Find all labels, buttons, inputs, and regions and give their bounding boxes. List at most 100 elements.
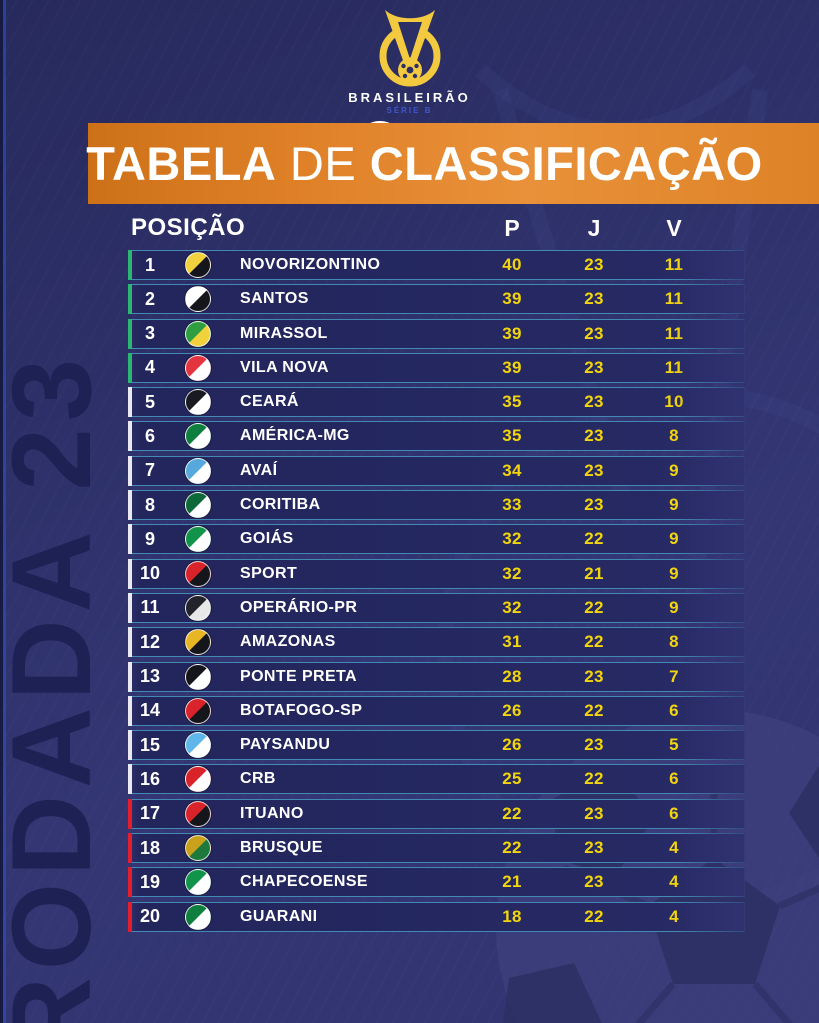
position-number: 9	[144, 528, 155, 549]
table-row: 17 ITUANO 22 23 6	[128, 798, 745, 829]
points-value: 22	[502, 803, 522, 823]
header-wins: V	[666, 214, 682, 241]
team-crest-icon	[185, 869, 211, 896]
team-name: AVAÍ	[240, 461, 278, 479]
team-name: PAYSANDU	[240, 736, 331, 754]
games-value: 23	[584, 255, 604, 274]
wins-value: 6	[669, 700, 679, 720]
team-crest-icon	[185, 629, 211, 656]
team-name: BRUSQUE	[240, 839, 323, 857]
position-number: 3	[144, 323, 155, 344]
points-value: 22	[502, 838, 522, 858]
team-crest-icon	[185, 286, 211, 313]
points-value: 35	[502, 392, 522, 412]
team-crest-icon	[185, 663, 211, 690]
team-name: SANTOS	[240, 290, 309, 308]
position-number: 15	[139, 734, 161, 755]
table-row: 9 GOIÁS 32 22 9	[128, 524, 745, 555]
position-number: 19	[139, 871, 161, 892]
table-row: 2 SANTOS 39 23 11	[128, 284, 745, 315]
games-value: 23	[584, 872, 604, 892]
table-row: 14 BOTAFOGO-SP 26 22 6	[128, 695, 745, 726]
games-value: 22	[584, 632, 604, 652]
points-value: 39	[502, 357, 522, 377]
games-value: 23	[584, 460, 604, 480]
games-value: 23	[584, 323, 604, 343]
points-value: 25	[502, 769, 522, 789]
wins-value: 4	[669, 838, 679, 858]
points-value: 21	[502, 872, 522, 892]
division-name: SÉRIE B	[386, 106, 433, 115]
wins-value: 6	[669, 803, 679, 823]
points-value: 26	[502, 735, 522, 755]
team-crest-icon	[185, 389, 211, 416]
team-crest-icon	[185, 835, 211, 862]
team-name: CEARÁ	[240, 393, 299, 411]
team-crest-icon	[185, 560, 211, 587]
table-row: 1 NOVORIZONTINO 40 23 11	[128, 250, 745, 280]
position-number: 6	[144, 425, 155, 446]
wins-value: 9	[669, 597, 679, 617]
league-logo: BRASILEIRÃO SÉRIE B betnacional	[0, 8, 819, 140]
table-row: 3 MIRASSOL 39 23 11	[128, 318, 745, 349]
games-value: 22	[584, 700, 604, 720]
title-banner: TABELA DE CLASSIFICAÇÃO	[86, 123, 819, 204]
games-value: 23	[584, 838, 604, 858]
standings-table: 1 NOVORIZONTINO 40 23 11 2 SANTOS 39 23 …	[128, 250, 745, 936]
wins-value: 9	[669, 563, 679, 583]
position-number: 17	[139, 803, 161, 824]
points-value: 32	[502, 597, 522, 617]
table-row: 12 AMAZONAS 31 22 8	[128, 627, 745, 658]
team-name: CORITIBA	[240, 496, 321, 514]
wins-value: 11	[664, 255, 684, 274]
team-crest-icon	[185, 766, 211, 793]
games-value: 23	[584, 357, 604, 377]
team-name: VILA NOVA	[240, 358, 329, 376]
points-value: 34	[502, 460, 522, 480]
team-name: SPORT	[240, 564, 298, 582]
points-value: 40	[502, 255, 522, 274]
games-value: 22	[584, 769, 604, 789]
games-value: 23	[584, 289, 604, 309]
team-name: ITUANO	[240, 804, 304, 822]
position-number: 11	[140, 597, 160, 618]
table-row: 20 GUARANI 18 22 4	[128, 901, 745, 932]
position-number: 7	[144, 460, 155, 481]
wins-value: 9	[669, 460, 679, 480]
points-value: 32	[502, 529, 522, 549]
position-number: 14	[139, 700, 161, 721]
wins-value: 8	[669, 426, 679, 446]
wins-value: 6	[669, 769, 679, 789]
wins-value: 7	[669, 666, 679, 686]
wins-value: 11	[664, 323, 684, 343]
points-value: 31	[502, 632, 522, 652]
wins-value: 11	[664, 357, 684, 377]
points-value: 39	[502, 323, 522, 343]
table-row: 16 CRB 25 22 6	[128, 764, 745, 795]
team-crest-icon	[185, 423, 211, 450]
team-crest-icon	[185, 492, 211, 519]
wins-value: 8	[669, 632, 679, 652]
round-side-label: RODADA 23	[0, 351, 114, 1023]
position-number: 16	[139, 768, 161, 789]
table-row: 7 AVAÍ 34 23 9	[128, 455, 745, 486]
banner-word-classificacao: CLASSIFICAÇÃO	[369, 137, 763, 190]
wins-value: 4	[669, 872, 679, 892]
table-row: 11 OPERÁRIO-PR 32 22 9	[128, 592, 745, 623]
left-edge-blue-strip	[3, 0, 6, 1023]
banner-word-tabela: TABELA	[86, 137, 277, 190]
games-value: 23	[584, 392, 604, 412]
position-number: 13	[139, 666, 161, 687]
team-crest-icon	[185, 800, 211, 827]
games-value: 23	[584, 803, 604, 823]
team-name: GOIÁS	[240, 530, 294, 548]
team-crest-icon	[185, 320, 211, 347]
team-name: BOTAFOGO-SP	[240, 701, 363, 719]
games-value: 23	[584, 426, 604, 446]
games-value: 23	[584, 666, 604, 686]
team-name: CHAPECOENSE	[240, 873, 368, 891]
table-row: 10 SPORT 32 21 9	[128, 558, 745, 589]
team-crest-icon	[185, 903, 211, 930]
position-number: 4	[144, 357, 155, 378]
